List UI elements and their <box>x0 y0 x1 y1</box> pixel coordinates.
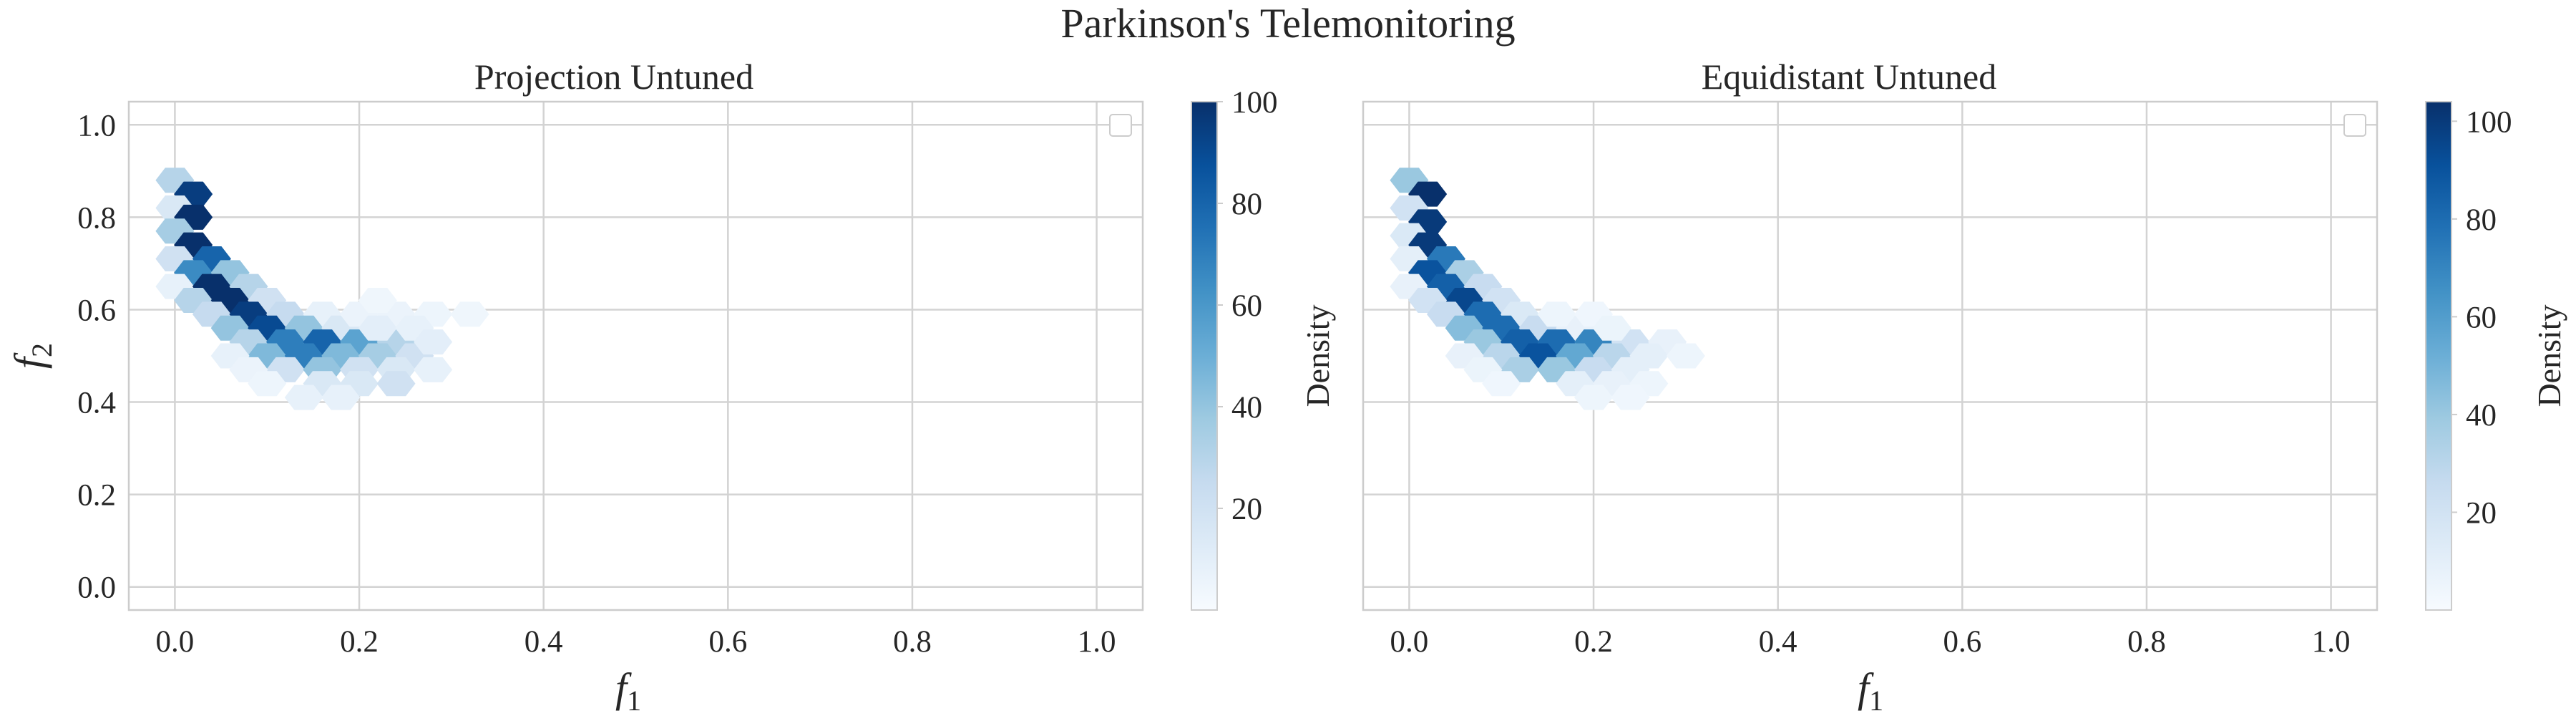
x-tick-label: 1.0 <box>2312 625 2351 659</box>
hexbin-cell <box>414 329 453 355</box>
y-axis-label: f2 <box>6 343 58 369</box>
colorbar-tick-label: 40 <box>2466 399 2497 432</box>
hexbin-cell <box>1666 343 1705 369</box>
x-tick-label: 0.0 <box>1390 625 1429 659</box>
x-axis-label: f1 <box>615 664 641 716</box>
hexbin-cell <box>376 371 416 397</box>
x-tick-label: 0.4 <box>1759 625 1797 659</box>
colorbar-tick-label: 40 <box>1231 391 1262 425</box>
panel-title: Projection Untuned <box>474 57 753 97</box>
x-tick-label: 0.0 <box>156 625 195 659</box>
hexbin-cell <box>321 384 361 410</box>
legend-box <box>1109 114 1132 137</box>
hexbin-cell <box>358 288 397 314</box>
colorbar: 20 40 60 80 100 Density <box>2425 101 2567 611</box>
y-tick-label: 0.8 <box>77 201 116 235</box>
hexbin-cell <box>284 384 323 410</box>
colorbar-tick-label: 60 <box>2466 301 2497 334</box>
colorbar-label: Density <box>1299 304 1336 407</box>
y-tick-labels: 0.0 0.2 0.4 0.6 0.8 1.0 <box>77 109 116 604</box>
plot-frame <box>1362 100 2379 611</box>
colorbar-label: Density <box>2531 304 2567 407</box>
hexbin-cells <box>155 168 489 410</box>
hexbin-cell <box>248 371 287 397</box>
plot-frame <box>127 100 1144 611</box>
x-tick-label: 0.4 <box>525 625 563 659</box>
panel-equidistant: Equidistant Untuned 0.0 0.2 0.4 0.6 0.8 1.0 f… <box>1362 57 2567 716</box>
hexbin-cell <box>1592 315 1631 341</box>
panel-projection: Projection Untuned 0.0 0.2 0.4 0.6 0.8 1.0 0.… <box>6 57 1336 716</box>
x-tick-label: 0.6 <box>708 625 747 659</box>
colorbar-tick-label: 60 <box>1231 289 1262 323</box>
x-tick-label: 0.2 <box>1574 625 1613 659</box>
panel-title: Equidistant Untuned <box>1702 57 1996 97</box>
hexbin-cell <box>1482 371 1521 397</box>
figure-suptitle: Parkinson's Telemonitoring <box>1060 0 1515 47</box>
colorbar-tick-label: 100 <box>2466 105 2512 139</box>
legend-box <box>2343 114 2366 137</box>
hexbin-cell <box>1574 384 1614 410</box>
colorbar-tick-labels: 20 40 60 80 100 <box>2451 105 2512 530</box>
hexbin-cell <box>1537 301 1576 327</box>
y-tick-label: 1.0 <box>77 109 116 142</box>
x-tick-labels: 0.0 0.2 0.4 0.6 0.8 1.0 <box>1390 625 2351 659</box>
colorbar-tick-labels: 20 40 60 80 100 <box>1217 86 1278 526</box>
hexbin-cells <box>1390 168 1705 410</box>
colorbar-tick-label: 80 <box>1231 188 1262 221</box>
x-tick-label: 1.0 <box>1078 625 1116 659</box>
x-axis-label: f1 <box>1858 664 1883 716</box>
y-tick-label: 0.2 <box>77 479 116 513</box>
colorbar-tick-label: 100 <box>1231 86 1278 120</box>
colorbar-tick-label: 20 <box>1231 493 1262 526</box>
x-tick-label: 0.2 <box>340 625 379 659</box>
hexbin-cell <box>450 301 489 327</box>
colorbar: 20 40 60 80 100 Density <box>1191 86 1336 611</box>
x-tick-label: 0.6 <box>1943 625 1981 659</box>
y-tick-label: 0.6 <box>77 294 116 327</box>
colorbar-tick-label: 80 <box>2466 203 2497 237</box>
hexbin-cell <box>358 315 397 341</box>
y-tick-label: 0.4 <box>77 387 116 420</box>
colorbar-gradient <box>1191 101 1218 611</box>
y-tick-label: 0.0 <box>77 571 116 605</box>
x-tick-label: 0.8 <box>2127 625 2166 659</box>
hexbin-cell <box>414 357 453 382</box>
colorbar-tick-label: 20 <box>2466 496 2497 530</box>
x-tick-label: 0.8 <box>893 625 932 659</box>
colorbar-gradient <box>2425 101 2452 611</box>
x-tick-labels: 0.0 0.2 0.4 0.6 0.8 1.0 <box>156 625 1116 659</box>
hexbin-cell <box>1611 384 1650 410</box>
